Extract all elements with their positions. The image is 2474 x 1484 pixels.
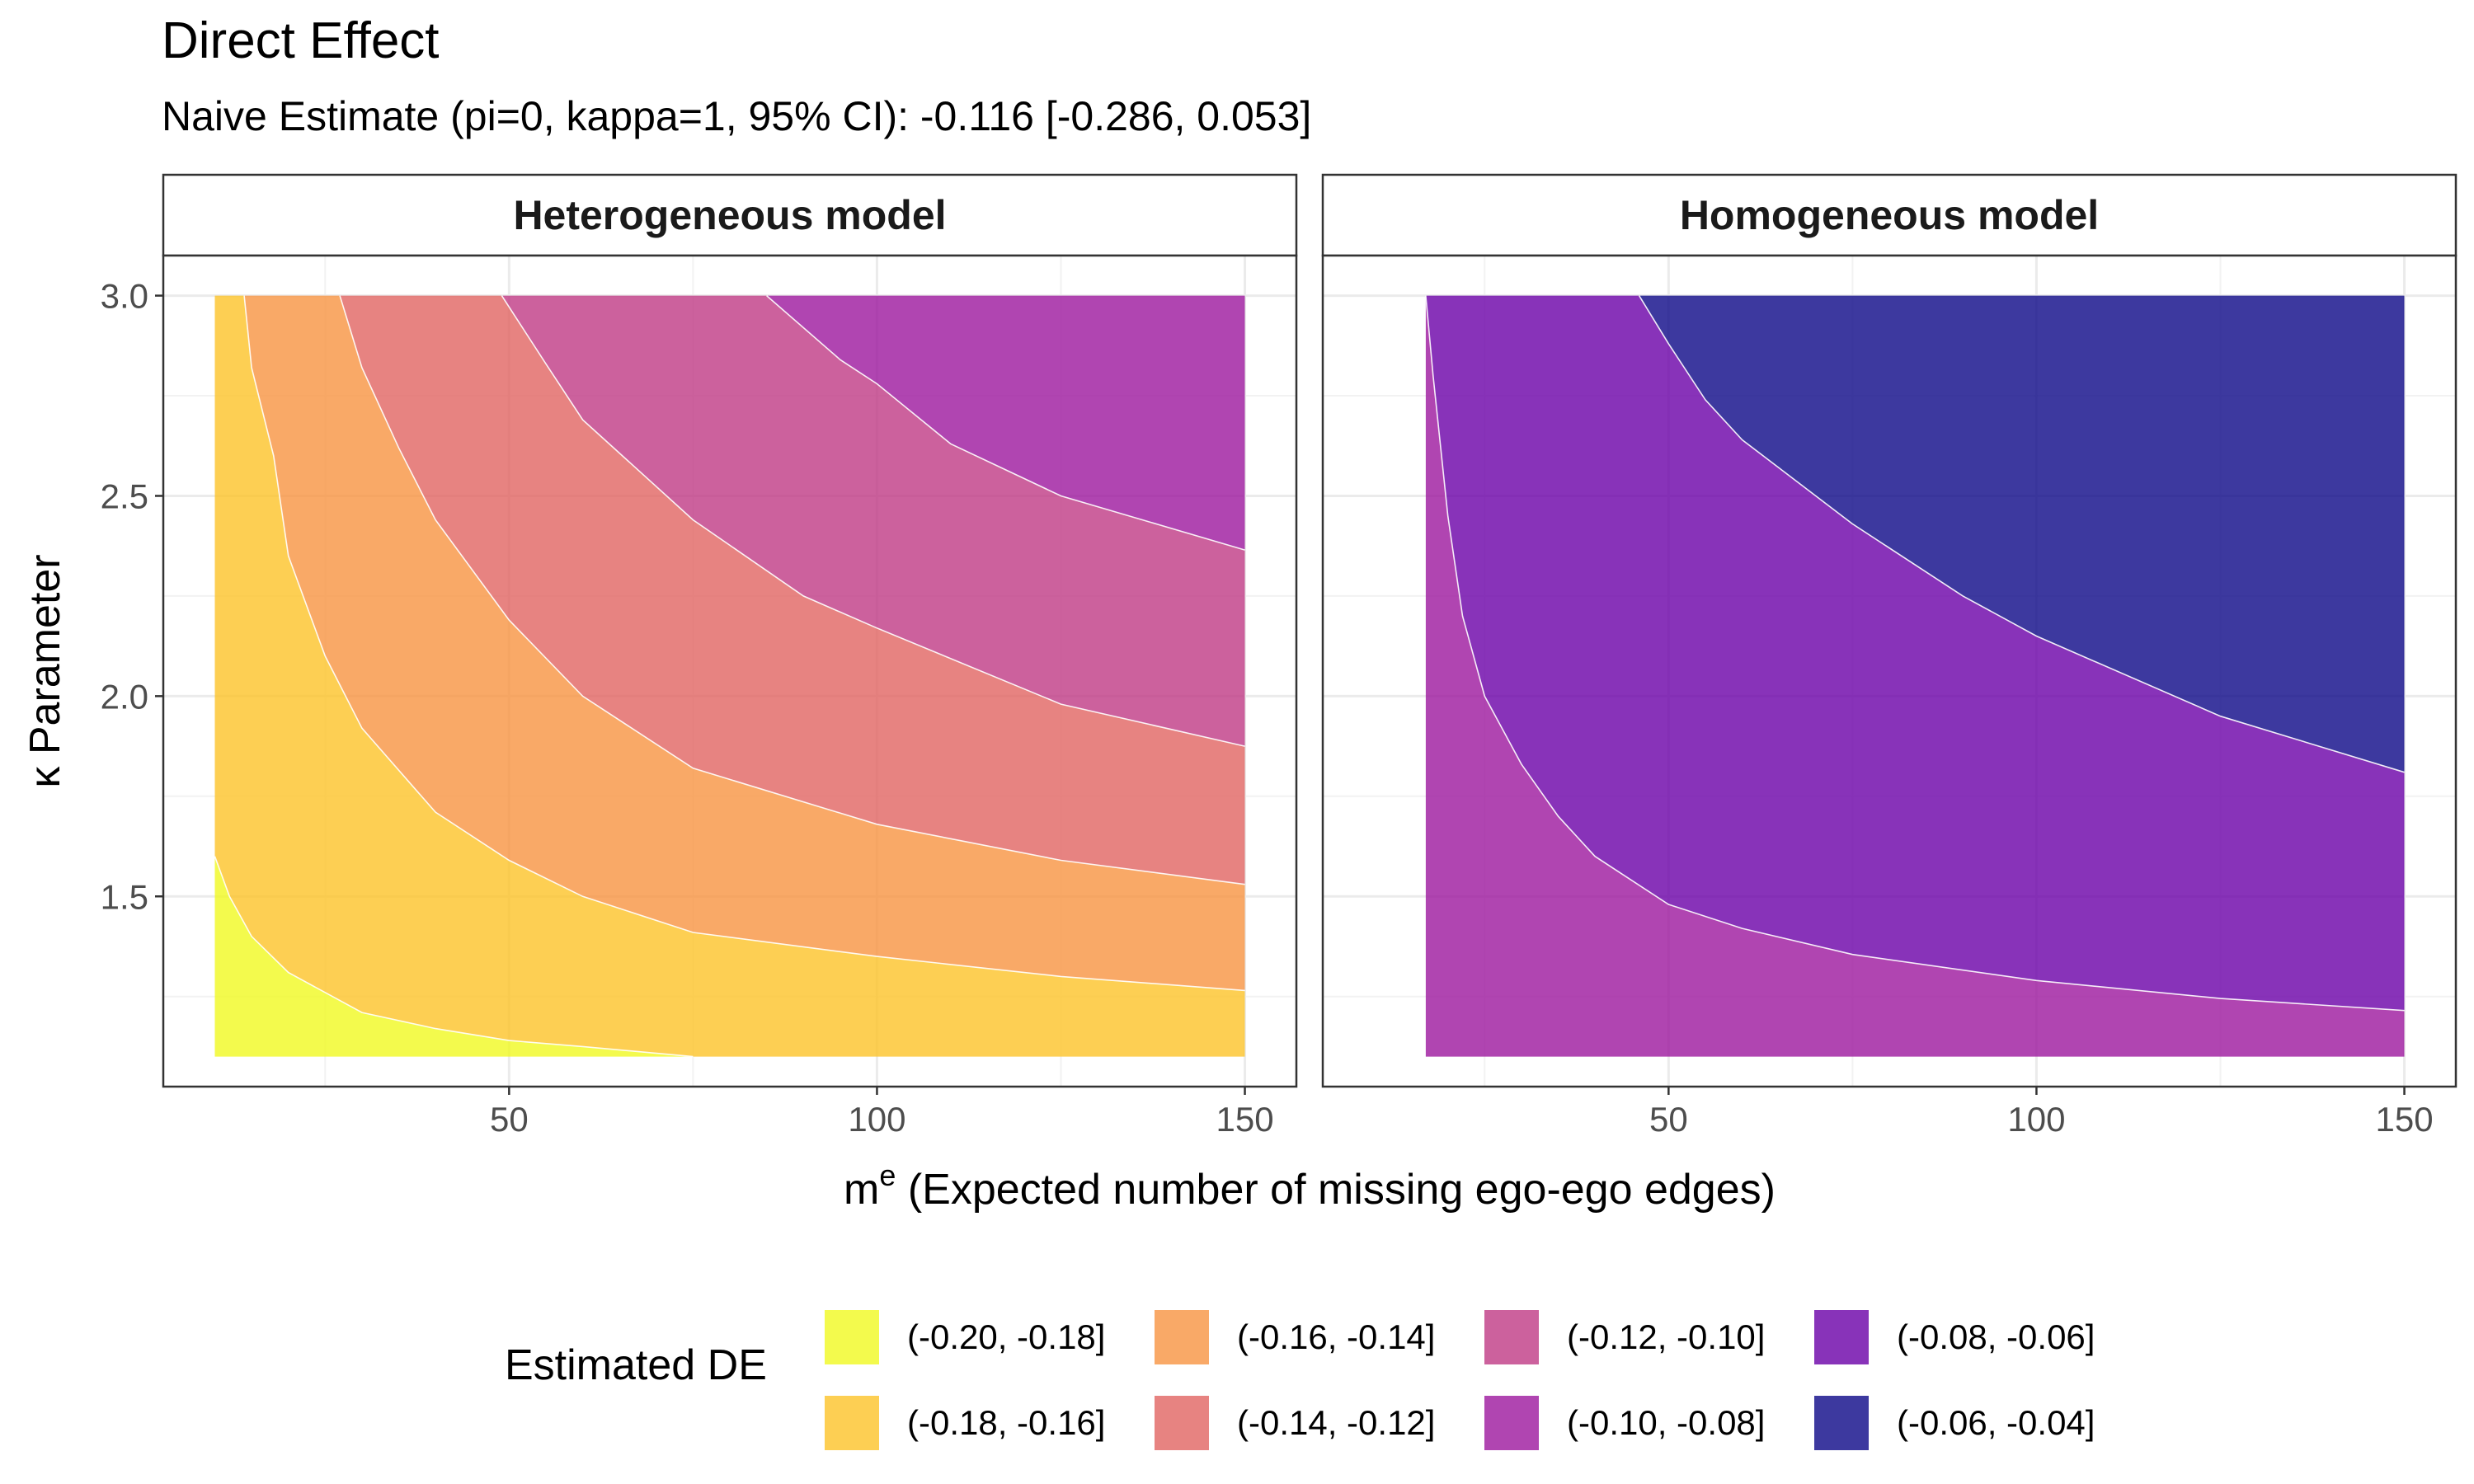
legend-item: (-0.12, -0.10] [1484,1294,1814,1380]
legend-key [1814,1396,1869,1450]
legend-item: (-0.18, -0.16] [825,1380,1155,1466]
contour-line [1638,295,2405,773]
panel-border [1321,254,2458,1088]
facet-strip [1321,173,2458,257]
contour-region [214,295,1245,1057]
legend-key [1155,1396,1209,1450]
legend-label: (-0.20, -0.18] [907,1317,1106,1356]
x-tick-label: 100 [2007,1100,2065,1139]
panel-2: Homogeneous model 50 100 150 [1321,173,2458,1139]
chart-title: Direct Effect [162,12,440,69]
x-tick-label: 50 [1649,1100,1688,1139]
legend-item: (-0.14, -0.12] [1155,1380,1484,1466]
x-tick-label: 150 [2376,1100,2434,1139]
contour-region [340,295,1245,885]
x-axis-label: me (Expected number of missing ego-ego e… [844,1158,1776,1214]
contour-region [766,295,1245,551]
legend-item: (-0.08, -0.06] [1814,1294,2144,1380]
legend-key [825,1396,879,1450]
contour-line [766,294,1245,551]
legend-label: (-0.06, -0.04] [1897,1403,2095,1442]
y-tick-label: 2.5 [101,477,148,515]
legend-label: (-0.18, -0.16] [907,1403,1106,1442]
x-tick-label: 50 [490,1100,529,1139]
panel-1: Heterogeneous model 50 100 150 1.5 2.0 2.5 3.0 [101,173,1298,1139]
contour-line [1425,295,2405,1012]
legend-key [1484,1310,1539,1364]
contour-region [244,295,1245,991]
contour-region [214,856,694,1057]
contour-region [1425,295,2405,1011]
panel-border [162,254,1298,1088]
contour-line [243,295,1245,992]
legend-item: (-0.20, -0.18] [825,1294,1155,1380]
legend-key [825,1310,879,1364]
contour-line [501,295,1245,747]
legend-item: (-0.16, -0.14] [1155,1294,1484,1380]
legend-title: Estimated DE [505,1341,767,1389]
legend-label: (-0.16, -0.14] [1237,1317,1436,1356]
chart-subtitle: Naive Estimate (pi=0, kappa=1, 95% CI): … [162,93,1312,139]
facet-title: Heterogeneous model [513,192,946,238]
y-axis-label: κ Parameter [21,554,69,787]
legend-item: (-0.06, -0.04] [1814,1380,2144,1466]
legend-label: (-0.08, -0.06] [1897,1317,2095,1356]
contour-line [214,856,694,1058]
legend-label: (-0.14, -0.12] [1237,1403,1436,1442]
facet-title: Homogeneous model [1680,192,2099,238]
x-tick-label: 150 [1216,1100,1274,1139]
x-tick-label: 100 [848,1100,905,1139]
contour-region [501,295,1245,747]
legend-key [1814,1310,1869,1364]
legend-item: (-0.10, -0.08] [1484,1380,1814,1466]
legend-label: (-0.12, -0.10] [1567,1317,1766,1356]
legend-key [1155,1310,1209,1364]
legend-key [1484,1396,1539,1450]
y-tick-label: 3.0 [101,277,148,316]
legend-label: (-0.10, -0.08] [1567,1403,1766,1442]
contour-region [1425,295,2405,1057]
contour-line [339,295,1245,885]
contour-region [1639,295,2405,773]
y-tick-label: 2.0 [101,677,148,716]
legend: (-0.20, -0.18] (-0.18, -0.16] (-0.16, -0… [825,1294,2144,1466]
y-tick-label: 1.5 [101,877,148,916]
